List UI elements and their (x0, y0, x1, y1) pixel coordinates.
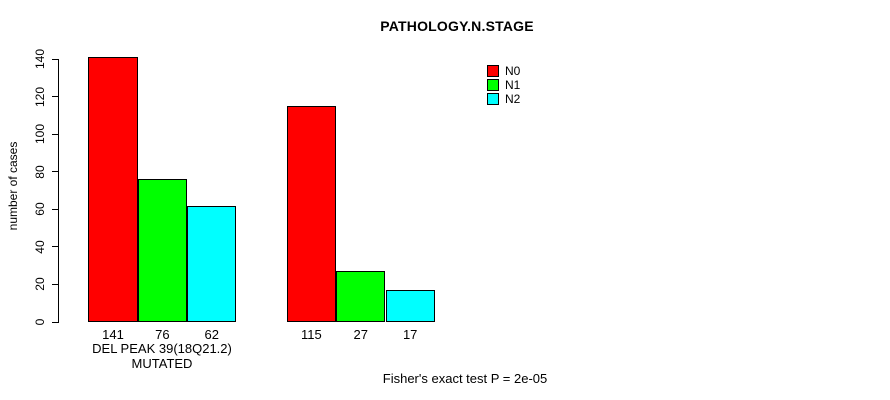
y-axis-title: number of cases (6, 141, 20, 231)
fisher-test-note: Fisher's exact test P = 2e-05 (382, 371, 548, 386)
y-axis-tick-label: 40 (33, 240, 47, 254)
legend-swatch-n2 (487, 93, 499, 105)
legend: N0 N1 N2 (487, 64, 520, 106)
legend-label: N2 (505, 92, 521, 106)
y-axis-tick (52, 58, 59, 60)
y-axis-tick (52, 96, 59, 98)
y-axis-tick-label: 120 (33, 86, 47, 107)
legend-row-n1: N1 (487, 78, 520, 92)
legend-swatch-n1 (487, 79, 499, 91)
y-axis-tick (52, 283, 59, 285)
chart-title: PATHOLOGY.N.STAGE (380, 18, 534, 34)
x-axis-group-label: DEL PEAK 39(18Q21.2) MUTATED (92, 341, 232, 371)
bar-n0-group1 (88, 57, 138, 322)
y-axis-tick-label: 0 (33, 318, 47, 326)
y-axis-tick-label: 100 (33, 124, 47, 145)
legend-label: N0 (505, 64, 521, 78)
y-axis-tick-label: 140 (33, 48, 47, 70)
y-axis-tick-label: 60 (33, 202, 47, 216)
y-axis-tick (52, 208, 59, 210)
y-axis-tick (52, 171, 59, 173)
bar-n0-group2 (286, 105, 337, 322)
y-axis-tick-label: 20 (33, 277, 47, 292)
bar-value-label: 115 (301, 327, 322, 342)
legend-swatch-n0 (487, 65, 499, 77)
bar-n1-group2 (336, 271, 386, 322)
legend-label: N1 (505, 78, 521, 92)
bar-n2-group1 (187, 205, 237, 322)
bar-value-label: 62 (204, 327, 220, 342)
legend-row-n2: N2 (487, 92, 520, 106)
bar-n2-group2 (385, 290, 435, 322)
legend-row-n0: N0 (487, 64, 520, 78)
bar-value-label: 141 (102, 327, 124, 342)
bar-n1-group1 (137, 179, 188, 322)
bar-value-label: 27 (353, 327, 369, 342)
y-axis-tick (52, 133, 59, 135)
bar-value-label: 76 (155, 327, 170, 342)
y-axis-line (58, 59, 59, 322)
y-axis-tick (52, 321, 59, 323)
bar-value-label: 17 (402, 327, 418, 342)
y-axis-tick (52, 246, 59, 248)
y-axis-tick-label: 80 (33, 165, 47, 179)
